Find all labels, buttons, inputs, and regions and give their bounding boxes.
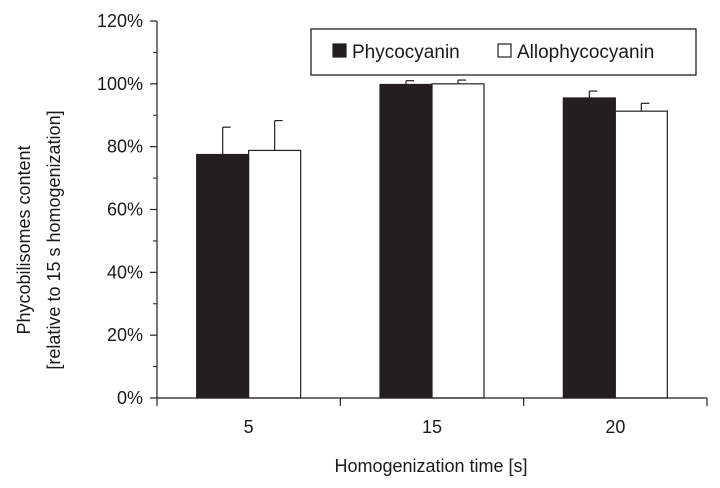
x-tick-label: 20 [605, 417, 625, 437]
legend-swatch-allophycocyanin [497, 43, 512, 58]
bar-allophycocyanin [614, 110, 668, 399]
y-tick-label: 120% [97, 11, 143, 31]
legend-label-phycocyanin: Phycocyanin [352, 42, 460, 63]
x-axis-ticks: 5 15 20 [156, 398, 708, 437]
x-tick-label: 5 [244, 417, 254, 437]
bar-phycocyanin [562, 97, 616, 399]
x-axis-label: Homogenization time [s] [334, 456, 527, 476]
y-axis-ticks: 0% 20% 40% 60% 80% 100% 120% [97, 11, 157, 408]
y-tick-label: 80% [107, 137, 143, 157]
y-axis-label-line1: Phycobilisomes content [14, 145, 34, 334]
y-tick-label: 60% [107, 200, 143, 220]
bar-phycocyanin [379, 83, 433, 399]
y-tick-label: 40% [107, 262, 143, 282]
x-tick-label: 15 [422, 417, 442, 437]
y-tick-label: 100% [97, 74, 143, 94]
y-tick-label: 20% [107, 325, 143, 345]
y-axis-title: Phycobilisomes content [relative to 15 s… [14, 110, 64, 369]
bar-allophycocyanin [248, 149, 302, 399]
legend-label-allophycocyanin: Allophycocyanin [517, 42, 654, 63]
y-tick-label: 0% [117, 388, 143, 408]
bar-allophycocyanin [431, 83, 485, 399]
error-bars [222, 79, 650, 155]
bar-phycocyanin [196, 153, 250, 399]
legend-swatch-phycocyanin [332, 43, 347, 58]
bars [196, 83, 668, 399]
legend: Phycocyanin Allophycocyanin [310, 28, 697, 76]
y-axis-label-line2: [relative to 15 s homogenization] [44, 110, 64, 369]
